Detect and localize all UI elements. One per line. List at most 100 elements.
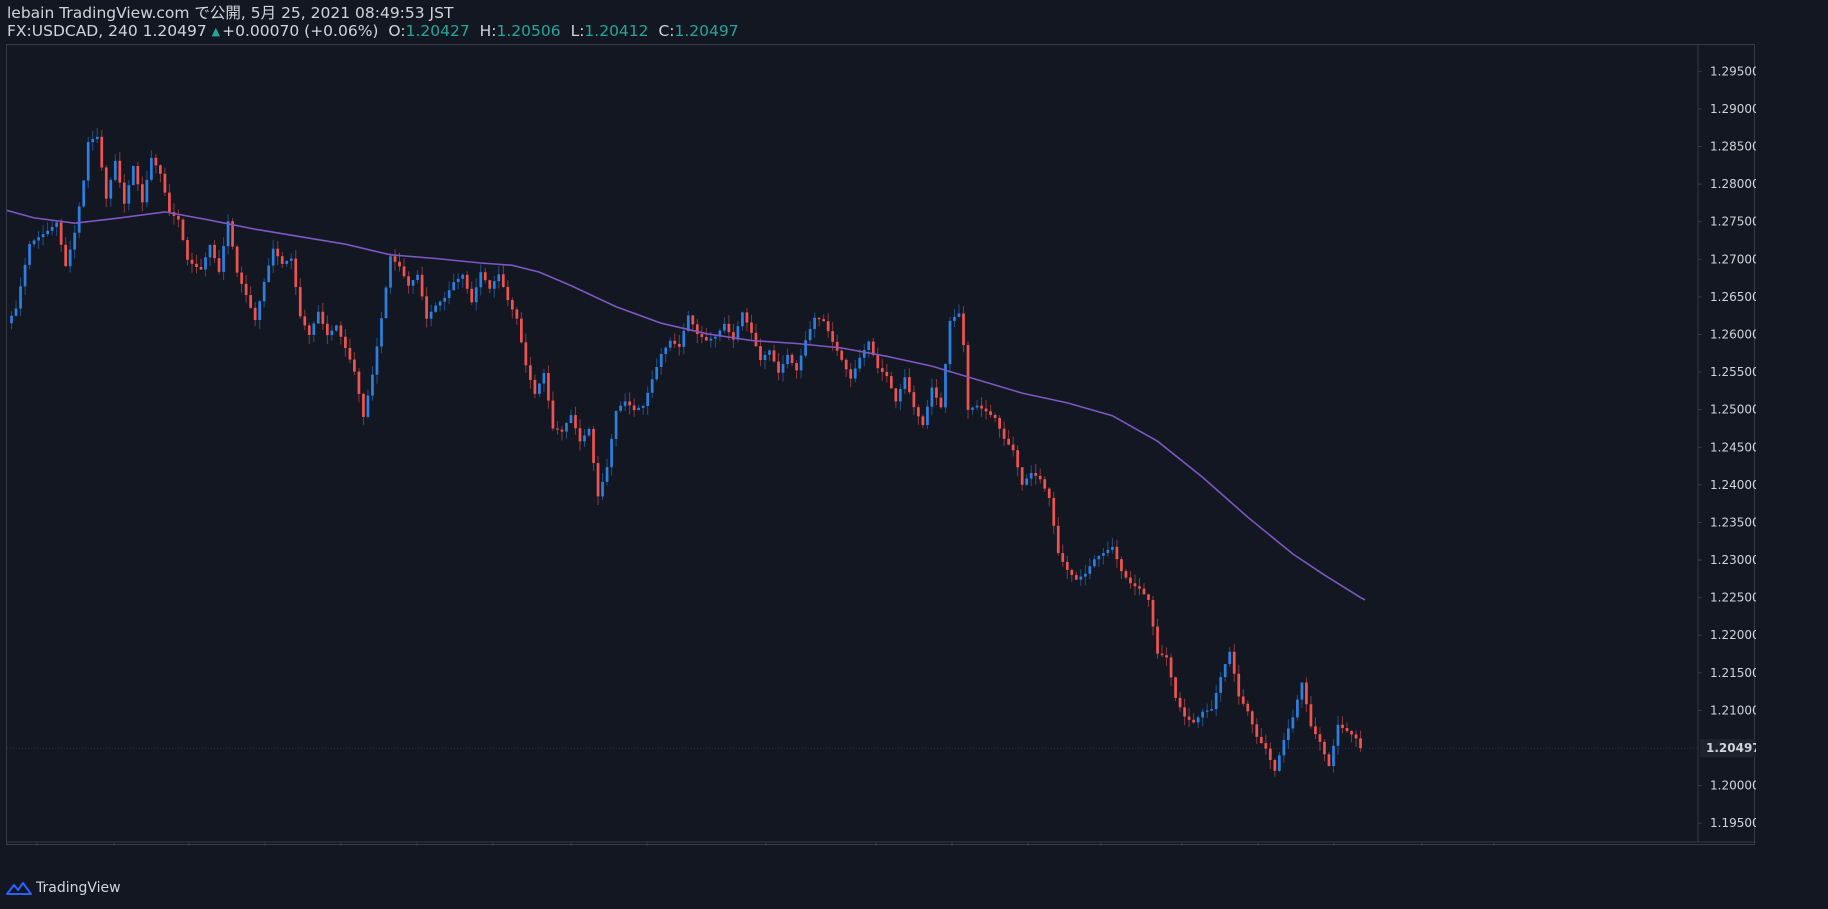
candle-body bbox=[488, 280, 492, 289]
price-chart[interactable]: 1.29500 1.29000 1.28500 1.28000 1.27500 1.270… bbox=[7, 45, 1756, 846]
candle-body bbox=[168, 192, 171, 213]
candle-body bbox=[50, 226, 54, 231]
candle-body bbox=[921, 416, 925, 426]
candle-body bbox=[402, 266, 406, 277]
candle-body bbox=[1020, 467, 1024, 485]
ohlc-line: FX:USDCAD, 240 1.20497 ▲ +0.00070 (+0.06%… bbox=[7, 22, 739, 41]
candle-body bbox=[1083, 573, 1087, 577]
candle-body bbox=[1061, 553, 1065, 562]
candle-body bbox=[659, 353, 663, 367]
candle-body bbox=[217, 258, 221, 272]
candle-body bbox=[416, 274, 419, 281]
candle-body bbox=[614, 410, 618, 439]
candle-body bbox=[159, 165, 162, 174]
candle-body bbox=[1223, 664, 1227, 678]
candle-body bbox=[1309, 704, 1313, 727]
candle-body bbox=[479, 272, 483, 288]
candle-body bbox=[641, 405, 645, 408]
candle-body bbox=[37, 237, 40, 241]
candle-body bbox=[709, 338, 713, 341]
candle-body bbox=[587, 428, 591, 436]
candle-body bbox=[691, 315, 695, 325]
candle-body bbox=[1106, 549, 1110, 554]
candle-body bbox=[68, 249, 72, 267]
time-axis[interactable]: 252月815223月815224月1219265月1017246月18:00 bbox=[29, 842, 1511, 846]
footer: TradingView bbox=[6, 880, 121, 896]
candle-body bbox=[533, 379, 537, 394]
candle-body bbox=[1359, 738, 1362, 749]
candle-body bbox=[962, 313, 965, 346]
candle-body bbox=[971, 407, 974, 410]
candle-body bbox=[425, 296, 428, 319]
price-tick-label: 1.21000 bbox=[1710, 703, 1756, 717]
candle-body bbox=[226, 221, 230, 247]
candle-body bbox=[240, 272, 243, 284]
candle-body bbox=[470, 288, 474, 303]
candle-body bbox=[853, 368, 857, 379]
candle-body bbox=[235, 246, 239, 273]
candle-body bbox=[316, 311, 320, 324]
candle-body bbox=[1305, 682, 1308, 705]
candle-body bbox=[1196, 717, 1200, 723]
candle-body bbox=[876, 354, 880, 369]
candle-body bbox=[894, 388, 898, 402]
candle-body bbox=[307, 325, 311, 335]
candle-body bbox=[1079, 576, 1083, 580]
candle-body bbox=[1336, 724, 1340, 746]
candle-body bbox=[844, 359, 848, 370]
candle-body bbox=[1151, 600, 1155, 627]
candle-body bbox=[177, 215, 180, 220]
candle-body bbox=[519, 318, 523, 343]
candle-body bbox=[253, 307, 257, 321]
candle-body bbox=[10, 315, 13, 324]
candle-body bbox=[465, 274, 469, 289]
price-tick-label: 1.26000 bbox=[1710, 327, 1756, 341]
candle-body bbox=[655, 366, 659, 380]
candle-body bbox=[515, 309, 519, 319]
candle-body bbox=[1169, 657, 1173, 678]
price-tick-label: 1.27000 bbox=[1710, 252, 1756, 266]
candle-body bbox=[330, 330, 334, 336]
candle-body bbox=[1241, 696, 1245, 704]
candle-body bbox=[538, 383, 541, 394]
candle-body bbox=[1318, 734, 1322, 742]
price-tick-label: 1.26500 bbox=[1710, 290, 1756, 304]
candle-body bbox=[271, 248, 275, 266]
candle-body bbox=[637, 407, 641, 411]
candle-body bbox=[551, 400, 555, 429]
candle-body bbox=[632, 405, 636, 411]
candle-body bbox=[244, 283, 248, 296]
price-axis[interactable]: 1.29500 1.29000 1.28500 1.28000 1.27500 1.270… bbox=[7, 45, 1756, 843]
candle-body bbox=[1178, 697, 1182, 708]
candle-body bbox=[736, 326, 740, 340]
candle-body bbox=[294, 258, 298, 288]
candle-body bbox=[1210, 709, 1214, 711]
candle-body bbox=[1034, 473, 1038, 476]
candle-body bbox=[695, 324, 699, 335]
candle-body bbox=[596, 463, 600, 497]
candle-body bbox=[763, 354, 767, 361]
last-price: 1.20497 bbox=[142, 22, 207, 40]
candle-body bbox=[510, 300, 514, 310]
candle-body bbox=[1314, 726, 1317, 735]
candle-body bbox=[1133, 583, 1137, 587]
candle-body bbox=[19, 286, 22, 309]
candle-body bbox=[939, 397, 943, 408]
candle-body bbox=[443, 297, 447, 302]
candle-body bbox=[989, 411, 992, 415]
candle-body bbox=[195, 263, 198, 267]
candle-body bbox=[447, 290, 451, 298]
candle-body bbox=[714, 336, 717, 339]
candle-body bbox=[727, 323, 731, 333]
candle-body bbox=[1300, 682, 1304, 700]
candle-body bbox=[100, 136, 104, 168]
candle-body bbox=[258, 301, 262, 321]
low-label: L: bbox=[570, 22, 585, 40]
candle-body bbox=[682, 330, 686, 347]
candle-body bbox=[1282, 740, 1286, 756]
candle-body bbox=[858, 357, 862, 369]
last-price-tag: 1.20497 bbox=[1706, 741, 1756, 755]
candle-body bbox=[344, 336, 347, 349]
candle-body bbox=[186, 239, 189, 260]
candle-body bbox=[199, 266, 203, 270]
